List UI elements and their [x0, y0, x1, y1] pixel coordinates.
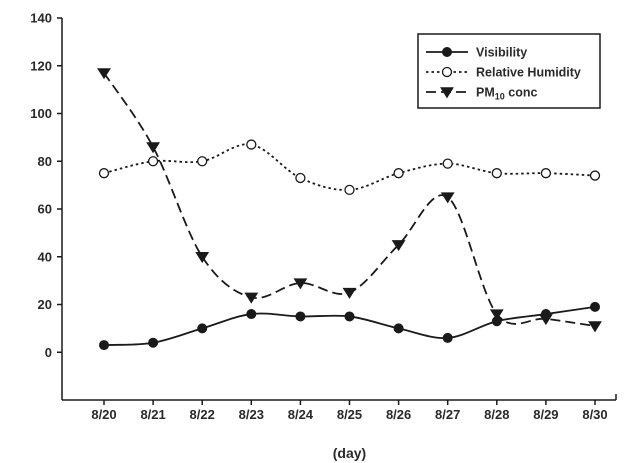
data-point-legend-visibility: [442, 47, 452, 57]
y-tick-label: 40: [38, 249, 52, 264]
data-point-relative-humidity: [442, 158, 453, 169]
data-point-legend-relative-humidity: [441, 66, 453, 78]
data-point-visibility: [393, 323, 404, 334]
data-point-visibility: [197, 323, 208, 334]
data-point-pm10-conc: [588, 321, 602, 333]
x-tick-label: 8/23: [239, 407, 264, 422]
data-point-visibility: [295, 311, 306, 322]
series-visibility: [99, 301, 600, 351]
y-tick-label: 0: [45, 345, 52, 360]
data-point-visibility: [442, 332, 453, 343]
data-point-visibility: [246, 309, 257, 320]
data-point-relative-humidity: [295, 172, 306, 184]
data-point-pm10-conc: [391, 240, 406, 252]
x-tick-label: 8/20: [91, 407, 116, 422]
y-tick-label: 140: [30, 11, 52, 26]
data-point-pm10-conc: [146, 142, 161, 154]
x-tick-label: 8/22: [190, 407, 215, 422]
y-tick-label: 120: [30, 58, 52, 73]
y-tick-label: 60: [38, 202, 52, 217]
data-point-pm10-conc: [538, 314, 553, 326]
series-relative-humidity: [98, 139, 601, 196]
data-point-relative-humidity: [197, 156, 208, 167]
data-point-relative-humidity: [491, 168, 502, 179]
series-pm10-conc: [97, 68, 602, 333]
legend-label-part: conc: [505, 86, 538, 100]
data-point-legend-pm10-conc: [440, 87, 454, 99]
data-point-relative-humidity: [393, 168, 404, 179]
y-tick-label: 80: [38, 154, 52, 169]
x-tick-label: 8/24: [288, 407, 314, 422]
data-point-relative-humidity: [589, 170, 601, 181]
data-point-pm10-conc: [342, 287, 357, 299]
legend-label-visibility: Visibility: [476, 46, 527, 60]
data-point-visibility: [344, 311, 355, 322]
data-point-pm10-conc: [293, 278, 308, 290]
x-tick-label: 8/25: [337, 407, 362, 422]
x-tick-label: 8/21: [140, 407, 165, 422]
data-point-pm10-conc: [244, 292, 259, 304]
data-point-relative-humidity: [98, 168, 110, 179]
y-ticks: 0 20 40 60 80 100 120 140: [30, 11, 62, 360]
legend-label-relative-humidity: Relative Humidity: [476, 66, 581, 80]
series-line-relative-humidity: [103, 143, 596, 191]
x-tick-label: 8/27: [435, 407, 460, 422]
data-point-relative-humidity: [344, 184, 355, 196]
legend: Visibility Relative Humidity PM10 conc: [417, 33, 601, 109]
x-tick-label: 8/29: [533, 407, 558, 422]
data-point-pm10-conc: [440, 192, 455, 204]
x-axis-title: (day): [333, 445, 366, 461]
series: [97, 68, 602, 351]
data-point-visibility: [590, 301, 600, 312]
x-tick-label: 8/30: [582, 407, 607, 422]
legend-label-subscript: 10: [495, 92, 505, 102]
x-tick-label: 8/28: [484, 407, 509, 422]
data-point-relative-humidity: [540, 168, 552, 179]
data-point-visibility: [99, 340, 109, 351]
y-tick-label: 100: [30, 106, 52, 121]
data-point-relative-humidity: [246, 139, 257, 150]
legend-label-part: PM: [476, 86, 495, 100]
data-point-pm10-conc: [489, 309, 504, 321]
legend-label-pm10-conc: PM10 conc: [476, 86, 537, 102]
x-tick-label: 8/26: [386, 407, 411, 422]
data-point-pm10-conc: [195, 252, 210, 264]
y-tick-label: 20: [38, 297, 52, 312]
data-point-pm10-conc: [97, 68, 111, 80]
data-point-relative-humidity: [147, 156, 159, 167]
x-ticks: 8/20 8/21 8/22 8/23 8/24 8/25 8/26 8/27 8/28 8/29…: [91, 400, 608, 422]
data-point-visibility: [148, 337, 159, 348]
